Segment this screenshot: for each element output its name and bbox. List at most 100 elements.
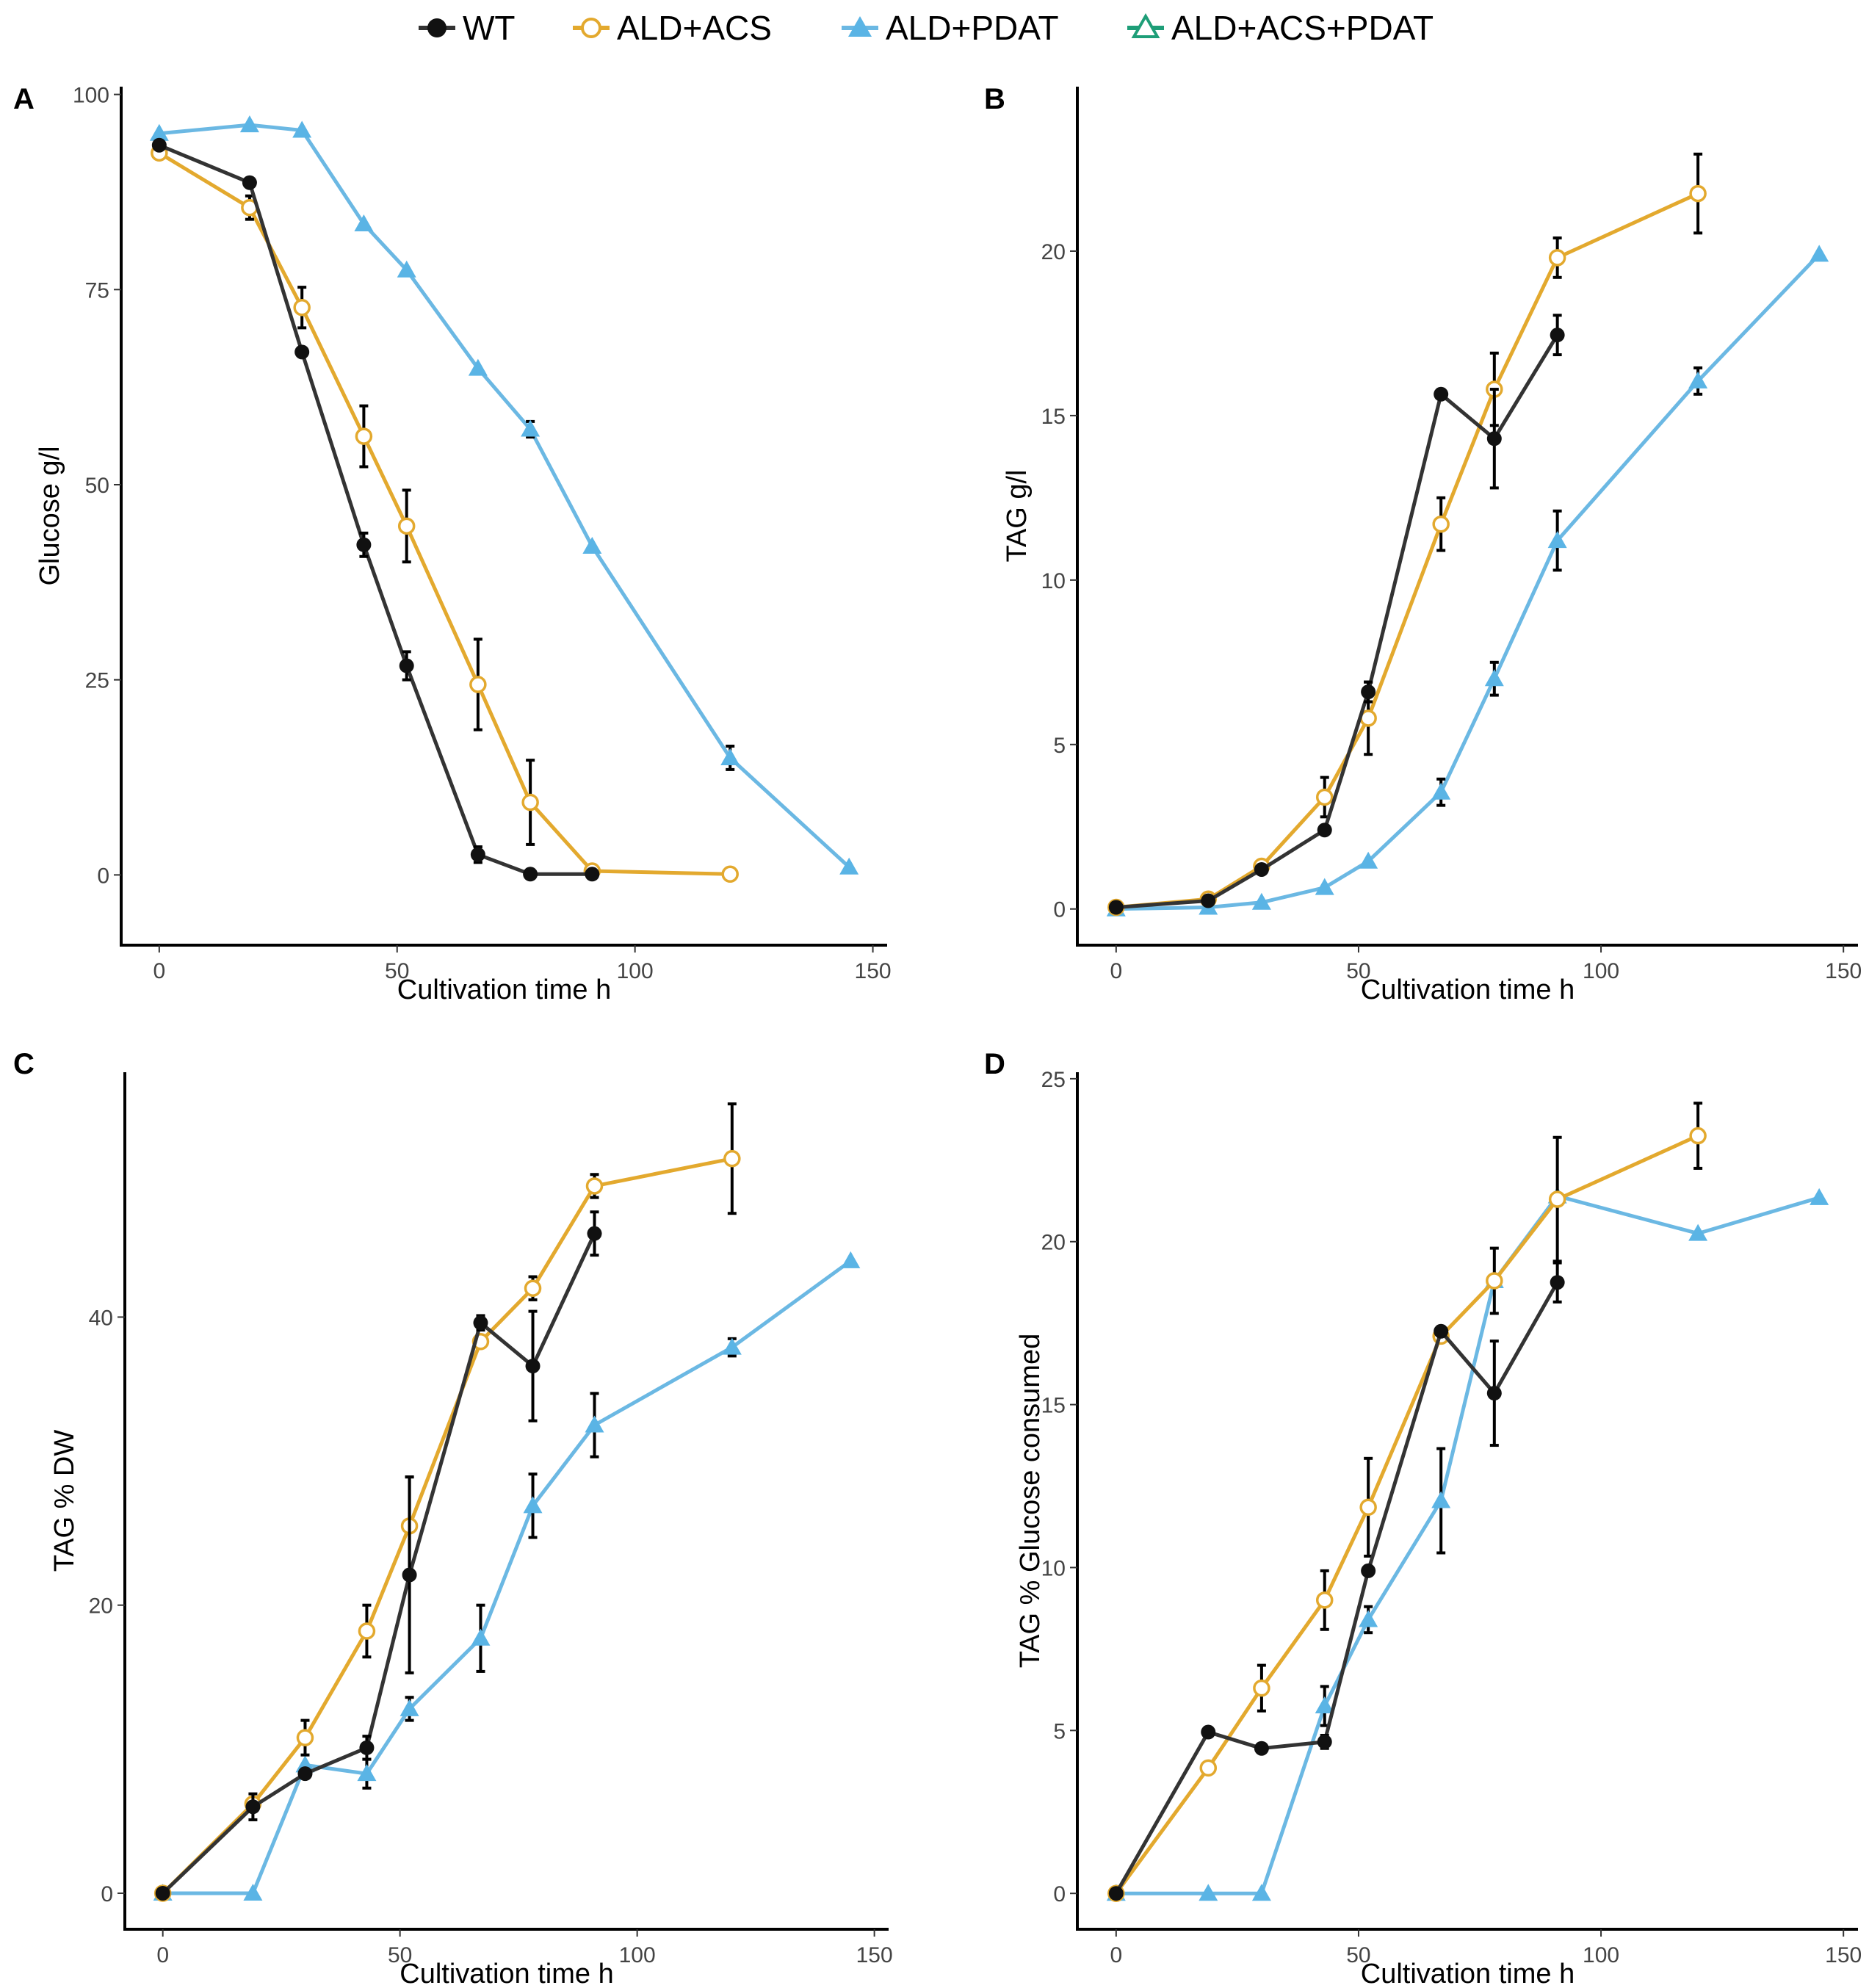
panel-d-series-ald-acs-point <box>1689 1127 1707 1145</box>
panel-d-series-wt-point <box>1434 1323 1449 1339</box>
panel-b-series-wt-line <box>1116 333 1559 909</box>
panel-b-series-ald-pdat-point <box>1359 851 1378 869</box>
panel-b-x-tick-label: 50 <box>1346 959 1370 983</box>
panel-a-series-ald-pdat-point <box>720 748 740 765</box>
panel-b: 0 50 100 150 0 5 10 15 20 Cultivation time h TAG g… <box>984 83 1862 1005</box>
panel-b-series-wt-point <box>1317 823 1332 838</box>
legend-marker-ald-acs <box>581 18 601 38</box>
panel-a-series-ald-pdat <box>149 115 859 875</box>
panel-b-series-ald-pdat-point <box>1315 878 1334 895</box>
panel-c-series-ald-acs-point <box>723 1149 741 1168</box>
panel-c-series-ald-acs-point <box>524 1279 542 1297</box>
panel-a-series-ald-pdat-point <box>468 358 488 376</box>
panel-d-series-ald-acs-line <box>1114 1134 1699 1895</box>
panel-b-series-wt-point <box>1486 431 1502 447</box>
panel-a-series-wt-point <box>356 537 372 552</box>
panel-d-series-ald-pdat-point <box>1359 1610 1378 1627</box>
panel-b-x-tick-label: 150 <box>1825 959 1862 983</box>
panel-b-series-ald-pdat-point <box>1810 245 1829 262</box>
panel-a-series-ald-pdat-point <box>521 419 541 437</box>
panel-c-series-ald-pdat-point <box>841 1251 861 1268</box>
legend-label-wt: WT <box>463 9 516 47</box>
panel-c-series-wt-point <box>473 1315 488 1331</box>
panel-a-x-axis-title: Cultivation time h <box>397 975 611 1005</box>
panel-c-series-ald-acs-point <box>358 1622 376 1640</box>
panel-c-label: C <box>13 1048 35 1080</box>
panel-a-series-wt <box>151 137 600 882</box>
panel-a-series-wt-line <box>158 143 593 876</box>
panel-a-x-tick-label: 0 <box>153 959 165 983</box>
panel-d-x-tick-label: 0 <box>1110 1943 1122 1967</box>
panel-a-series-ald-acs-point <box>293 299 311 317</box>
panel-b-series-wt-point <box>1108 900 1124 915</box>
panel-a-series-wt-point <box>399 658 414 673</box>
panel-b-series-ald-acs-point <box>1548 249 1566 267</box>
panel-c-x-tick-label: 50 <box>388 1943 412 1967</box>
panel-a-series-ald-pdat-point <box>397 260 416 278</box>
panel-a-series-wt-point <box>523 867 538 882</box>
panel-a-series-ald-acs-point <box>721 865 739 883</box>
panel-b-y-tick-label: 5 <box>1053 734 1066 758</box>
panel-b-series-ald-pdat-point <box>1547 531 1567 549</box>
panel-c-series-ald-pdat-line <box>162 1259 852 1895</box>
panel-d-series-wt-point <box>1550 1275 1565 1290</box>
panel-d-x-tick-label: 50 <box>1346 1943 1370 1967</box>
panel-d: 0 50 100 150 0 5 10 15 20 25 Cultivation time h TAG… <box>984 1048 1862 1988</box>
legend-marker-ald-pdat <box>848 16 872 37</box>
panel-c-series-wt-point <box>587 1226 602 1241</box>
panel-b-y-tick-label: 0 <box>1053 898 1066 922</box>
panel-d-series-wt-point <box>1108 1886 1124 1901</box>
legend-item-ald-pdat: ALD+PDAT <box>842 9 1059 47</box>
panel-d-series-ald-pdat-point <box>1431 1491 1451 1508</box>
panel-c-series-ald-acs-point <box>296 1729 314 1746</box>
panel-c-series-wt <box>155 1210 602 1901</box>
panel-d-series-ald-acs-point <box>1199 1759 1218 1777</box>
panel-d-series-wt-point <box>1317 1734 1332 1749</box>
panel-b-series-ald-pdat-point <box>1484 669 1504 687</box>
panel-d-y-tick-label: 15 <box>1041 1394 1066 1418</box>
panel-c-x-tick-label: 150 <box>856 1943 893 1967</box>
panel-c-series-wt-point <box>402 1567 417 1583</box>
legend-item-wt: WT <box>419 9 516 47</box>
panel-a-series-wt-point <box>242 175 257 190</box>
panel-b-series-ald-acs-point <box>1315 788 1334 806</box>
panel-c-series-wt-point <box>155 1885 170 1901</box>
panel-d-y-tick-label: 20 <box>1041 1231 1066 1255</box>
panel-a-y-tick-label: 75 <box>85 278 109 303</box>
panel-c-series-wt-point <box>359 1740 375 1755</box>
panel-c-series-ald-acs-point <box>585 1177 604 1195</box>
panel-a-series-ald-pdat-point <box>292 120 312 138</box>
panel-d-series-ald-pdat-point <box>1315 1696 1334 1714</box>
panel-d-series-ald-acs-point <box>1486 1272 1503 1290</box>
panel-a-series-ald-pdat-line <box>159 123 850 869</box>
panel-b-series-wt-point <box>1361 684 1376 700</box>
panel-c-series-ald-acs-line <box>161 1157 733 1895</box>
panel-c-x-axis-title: Cultivation time h <box>400 1959 613 1988</box>
legend: WT ALD+ACS ALD+PDAT ALD+ACS+PDAT <box>419 9 1434 47</box>
panel-a-series-wt-point <box>151 137 167 153</box>
panel-d-x-tick-label: 100 <box>1583 1943 1619 1967</box>
panel-b-y-axis-title: TAG g/l <box>1002 470 1033 563</box>
panel-c-y-tick-label: 20 <box>89 1594 113 1619</box>
panel-d-series-wt-line <box>1114 1281 1559 1895</box>
panel-c-series-wt-point <box>525 1359 541 1374</box>
panel-d-series-wt-point <box>1361 1563 1376 1578</box>
panel-b-x-axis-title: Cultivation time h <box>1361 975 1575 1005</box>
panel-d-series-ald-acs-point <box>1315 1591 1334 1609</box>
panel-a-series-wt-point <box>294 344 310 360</box>
panel-b-x-tick-label: 0 <box>1110 959 1122 983</box>
panel-d-y-axis-title: TAG % Glucose consumed <box>1015 1334 1046 1668</box>
legend-marker-wt <box>427 18 447 37</box>
panel-c-y-tick-label: 0 <box>101 1882 113 1906</box>
panel-c-series-ald-pdat-point <box>243 1883 263 1901</box>
panel-a-x-tick-label: 150 <box>855 959 892 983</box>
panel-d-series-wt-point <box>1486 1386 1502 1401</box>
panel-b-y-tick-label: 20 <box>1041 240 1066 264</box>
panel-a-y-tick-label: 25 <box>85 669 109 693</box>
panel-d-series-ald-pdat-point <box>1251 1884 1271 1901</box>
panel-a-y-tick-label: 50 <box>85 474 109 498</box>
panel-c-series-ald-pdat-point <box>400 1699 419 1716</box>
